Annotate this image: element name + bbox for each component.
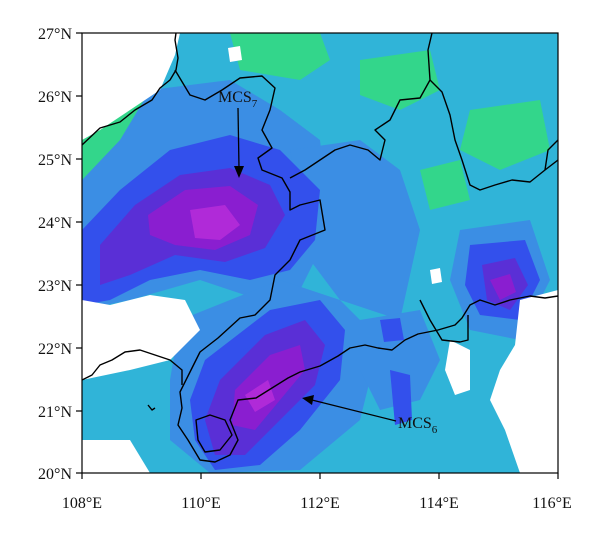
- y-tick-21n: 21°N: [38, 404, 72, 421]
- y-tick-23n: 23°N: [38, 278, 72, 295]
- y-tick-25n: 25°N: [38, 152, 72, 169]
- x-tick-116e: 116°E: [532, 495, 572, 512]
- annotation-mcs7: MCS7: [218, 89, 258, 178]
- mcs6-label: MCS6: [398, 415, 438, 436]
- annotation-mcs6: MCS6: [302, 395, 438, 436]
- y-axis-labels: 27°N 26°N 25°N 24°N 23°N 22°N 21°N 20°N: [38, 26, 72, 483]
- axis-ticks: [76, 32, 559, 479]
- x-axis-labels: 108°E 110°E 112°E 114°E 116°E: [62, 495, 572, 512]
- contour-field: [82, 33, 558, 473]
- y-tick-24n: 24°N: [38, 215, 72, 232]
- y-tick-20n: 20°N: [38, 466, 72, 483]
- x-tick-114e: 114°E: [419, 495, 459, 512]
- mcs7-base: MCS: [218, 89, 252, 106]
- mcs6-sub: 6: [432, 424, 438, 436]
- mcs7-sub: 7: [252, 98, 258, 110]
- mcs6-base: MCS: [398, 415, 432, 432]
- boundary-lines: [82, 33, 558, 463]
- x-tick-110e: 110°E: [181, 495, 221, 512]
- y-tick-27n: 27°N: [38, 26, 72, 43]
- y-tick-22n: 22°N: [38, 341, 72, 358]
- x-tick-108e: 108°E: [62, 495, 102, 512]
- y-tick-26n: 26°N: [38, 89, 72, 106]
- x-tick-112e: 112°E: [300, 495, 340, 512]
- mcs7-label: MCS7: [218, 89, 258, 110]
